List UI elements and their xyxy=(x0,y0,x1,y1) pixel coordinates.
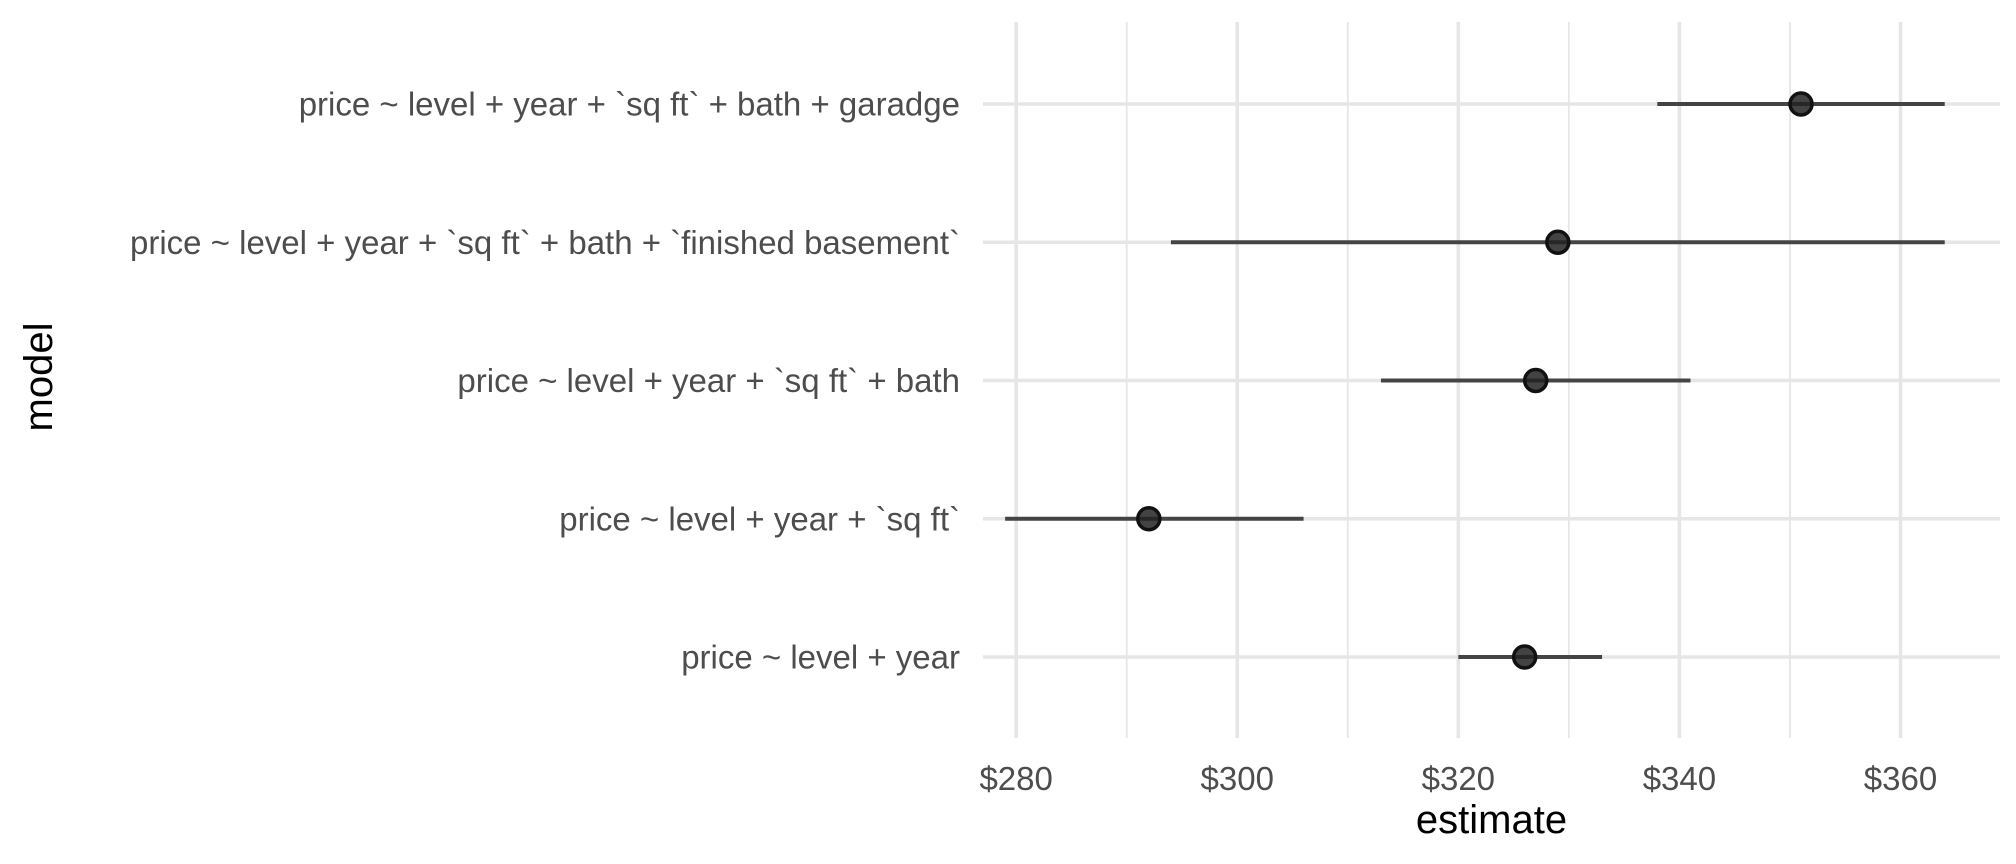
estimate-point xyxy=(1545,229,1571,255)
y-tick-label: price ~ level + year + `sq ft` xyxy=(559,500,960,537)
estimate-point xyxy=(1511,644,1538,670)
x-tick-label: $340 xyxy=(1643,760,1716,797)
x-tick-label: $320 xyxy=(1422,760,1495,797)
y-tick-label: price ~ level + year + `sq ft` + bath + … xyxy=(299,86,960,123)
y-tick-label: price ~ level + year + `sq ft` + bath + … xyxy=(130,224,960,261)
estimate-point xyxy=(1788,91,1814,117)
x-tick-label: $360 xyxy=(1864,760,1937,797)
x-tick-label: $280 xyxy=(979,760,1052,797)
x-axis-title: estimate xyxy=(1416,798,1567,842)
y-tick-labels: price ~ level + year + `sq ft` + bath + … xyxy=(130,86,960,676)
estimate-point xyxy=(1136,506,1162,532)
estimate-point xyxy=(1522,367,1549,394)
x-tick-labels: $280 $300 $320 $340 $360 xyxy=(979,760,1937,797)
y-axis-title: model xyxy=(17,323,61,432)
point-ranges xyxy=(1005,91,1945,670)
y-tick-label: price ~ level + year xyxy=(681,639,960,676)
x-tick-label: $300 xyxy=(1201,760,1274,797)
y-tick-label: price ~ level + year + `sq ft` + bath xyxy=(457,362,960,399)
